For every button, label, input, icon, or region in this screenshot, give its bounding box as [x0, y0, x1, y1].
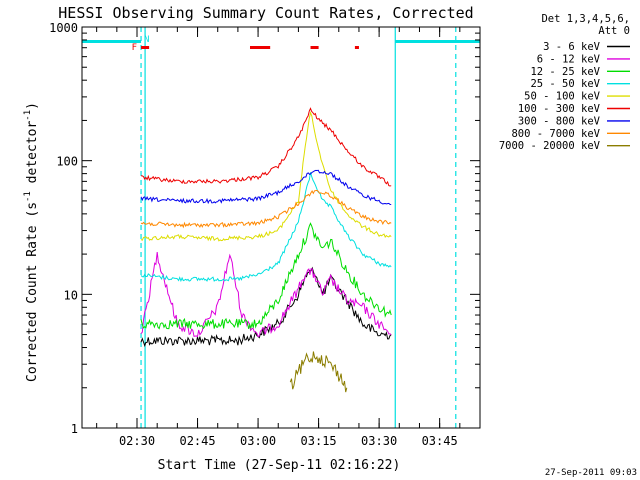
series-line-8 [289, 351, 348, 393]
series-line-3 [140, 172, 392, 283]
x-tick-label-1: 02:45 [179, 434, 215, 448]
legend-label-5: 100 - 300 keV [518, 103, 601, 115]
y-tick-label-2: 100 [56, 155, 78, 169]
legend-label-8: 7000 - 20000 keV [499, 140, 601, 152]
legend-label-7: 800 - 7000 keV [511, 128, 600, 140]
x-tick-label-0: 02:30 [119, 434, 155, 448]
flare-bar-0 [141, 46, 150, 49]
flare-bar-2 [310, 46, 319, 49]
legend-header-0: Det 1,3,4,5,6, [541, 13, 630, 25]
night-bar-1 [395, 40, 480, 43]
y-tick-label-1: 10 [64, 288, 78, 302]
chart-title: HESSI Observing Summary Count Rates, Cor… [58, 4, 473, 22]
x-tick-label-4: 03:30 [361, 434, 397, 448]
legend-label-3: 25 - 50 keV [530, 78, 600, 90]
series-line-1 [140, 251, 392, 338]
y-tick-label-0: 1 [71, 422, 78, 436]
series-line-6 [140, 169, 392, 205]
plot-frame [81, 26, 481, 429]
x-tick-label-3: 03:15 [301, 434, 337, 448]
night-bar-0 [82, 40, 142, 43]
y-tick-label-3: 1000 [49, 21, 78, 35]
flare-marker-label: F [132, 43, 137, 53]
x-tick-label-5: 03:45 [422, 434, 458, 448]
flare-bar-1 [249, 46, 271, 49]
legend-label-4: 50 - 100 keV [524, 91, 601, 103]
series-line-2 [140, 222, 392, 330]
plot-timestamp: 27-Sep-2011 09:03 [545, 468, 637, 478]
night-marker-label: N [144, 35, 149, 45]
legend-header-1: Att 0 [598, 25, 630, 37]
series-line-5 [140, 107, 392, 187]
flare-bar-3 [354, 46, 359, 49]
y-axis-label: Corrected Count Rate (s-1 detector-1) [23, 102, 40, 382]
x-tick-label-2: 03:00 [240, 434, 276, 448]
legend-label-1: 6 - 12 keV [537, 53, 601, 65]
legend-label-6: 300 - 800 keV [518, 115, 601, 127]
series-line-0 [140, 266, 392, 348]
legend-label-2: 12 - 25 keV [530, 66, 600, 78]
x-axis-label: Start Time (27-Sep-11 02:16:22) [158, 458, 401, 473]
series-line-7 [140, 189, 392, 229]
series-line-4 [140, 110, 392, 242]
legend-label-0: 3 - 6 keV [543, 41, 601, 53]
